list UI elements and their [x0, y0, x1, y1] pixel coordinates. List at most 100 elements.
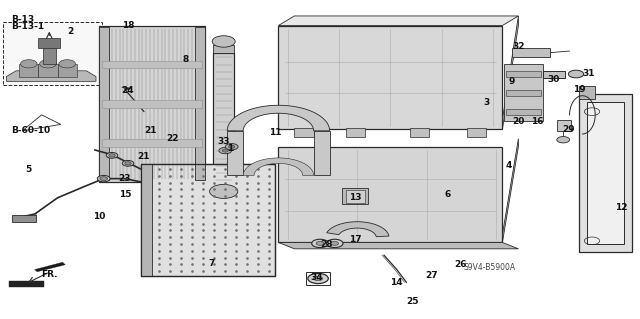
Bar — [9, 281, 44, 287]
Text: 12: 12 — [614, 203, 627, 212]
Text: 29: 29 — [562, 125, 575, 134]
Polygon shape — [502, 16, 518, 129]
Text: 8: 8 — [182, 55, 189, 63]
Text: 1: 1 — [227, 144, 234, 153]
Text: 6: 6 — [445, 190, 451, 199]
Polygon shape — [122, 87, 131, 90]
Polygon shape — [213, 45, 234, 53]
Text: 15: 15 — [118, 190, 131, 199]
Text: 21: 21 — [138, 152, 150, 161]
Circle shape — [122, 160, 134, 166]
Text: B-13-1: B-13-1 — [12, 22, 45, 31]
Bar — [346, 128, 365, 137]
Text: B-60-10: B-60-10 — [12, 126, 51, 135]
Bar — [506, 71, 541, 77]
Polygon shape — [19, 64, 38, 77]
Text: 31: 31 — [582, 69, 595, 78]
Polygon shape — [326, 222, 389, 237]
Bar — [346, 190, 365, 203]
Bar — [213, 53, 234, 185]
Text: 27: 27 — [426, 271, 438, 280]
Bar — [102, 61, 202, 69]
Circle shape — [59, 60, 76, 68]
Text: 9: 9 — [509, 77, 515, 86]
Text: 23: 23 — [118, 174, 131, 183]
Circle shape — [331, 241, 339, 245]
Bar — [38, 38, 60, 48]
Circle shape — [109, 154, 115, 157]
Text: 16: 16 — [531, 117, 544, 126]
Circle shape — [125, 162, 131, 165]
Bar — [506, 109, 541, 115]
Circle shape — [20, 60, 37, 68]
Bar — [227, 131, 243, 175]
Polygon shape — [58, 64, 77, 77]
Circle shape — [312, 239, 328, 248]
Bar — [141, 164, 275, 276]
Bar — [294, 128, 314, 137]
Circle shape — [97, 175, 110, 182]
Bar — [43, 46, 56, 64]
Text: 20: 20 — [512, 117, 525, 126]
Text: 19: 19 — [573, 85, 586, 94]
Bar — [3, 22, 102, 85]
Polygon shape — [6, 71, 96, 81]
Polygon shape — [502, 139, 518, 242]
Circle shape — [228, 145, 235, 148]
Text: 7: 7 — [208, 259, 214, 268]
Circle shape — [222, 149, 228, 152]
Text: B-13: B-13 — [12, 15, 35, 24]
Text: 3: 3 — [483, 98, 490, 107]
Bar — [12, 215, 36, 222]
Text: 24: 24 — [122, 86, 134, 95]
Bar — [579, 86, 595, 99]
Bar — [504, 64, 543, 121]
Text: 10: 10 — [93, 212, 106, 221]
Bar — [342, 188, 368, 204]
Text: FR.: FR. — [42, 270, 58, 279]
Text: 26: 26 — [454, 260, 467, 269]
Circle shape — [210, 184, 238, 198]
Bar — [99, 26, 205, 182]
Circle shape — [314, 276, 323, 281]
Bar — [314, 131, 330, 175]
Circle shape — [326, 239, 343, 248]
Polygon shape — [38, 64, 58, 77]
Circle shape — [557, 137, 570, 143]
Text: 22: 22 — [166, 134, 179, 143]
Circle shape — [106, 152, 118, 158]
Bar — [587, 102, 624, 244]
Text: 33: 33 — [218, 137, 230, 146]
Bar — [102, 100, 202, 108]
Circle shape — [212, 36, 236, 47]
Text: 32: 32 — [512, 42, 525, 51]
Text: 13: 13 — [349, 193, 362, 202]
Text: 17: 17 — [349, 235, 362, 244]
Text: 11: 11 — [269, 128, 282, 137]
Bar — [278, 26, 502, 129]
Text: 30: 30 — [547, 75, 560, 84]
Bar — [99, 27, 109, 180]
Circle shape — [219, 147, 232, 154]
Polygon shape — [227, 105, 330, 131]
Text: 28: 28 — [320, 240, 333, 249]
Bar — [278, 147, 502, 242]
Bar — [512, 48, 550, 57]
Bar — [506, 90, 541, 96]
Circle shape — [568, 70, 584, 78]
Circle shape — [316, 241, 324, 245]
Circle shape — [308, 273, 328, 284]
Text: 5: 5 — [26, 165, 32, 174]
Text: 21: 21 — [144, 126, 157, 135]
Text: S9V4-B5900A: S9V4-B5900A — [464, 263, 516, 272]
Bar — [557, 120, 571, 131]
Bar — [195, 27, 205, 180]
Bar — [141, 164, 152, 276]
Text: 2: 2 — [67, 27, 74, 36]
Bar — [102, 139, 202, 147]
Circle shape — [100, 177, 108, 181]
Text: 18: 18 — [122, 21, 134, 30]
Polygon shape — [278, 242, 518, 249]
Text: 4: 4 — [506, 161, 512, 170]
Polygon shape — [35, 262, 65, 272]
